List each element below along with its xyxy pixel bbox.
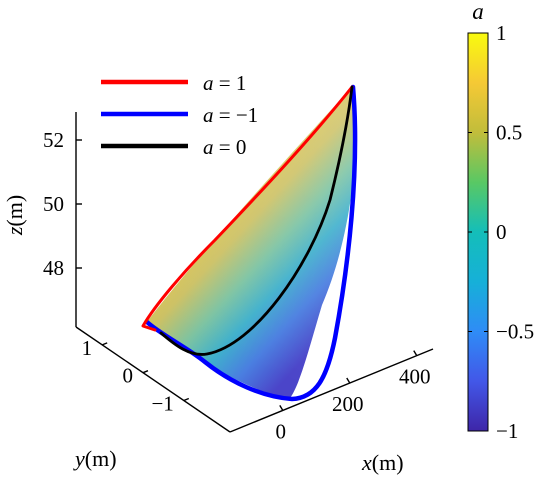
x-tick [279,405,284,411]
curves [141,84,358,402]
y-tick-label: −1 [151,392,173,416]
surface [147,87,356,398]
series-line-a-pos1 [141,85,354,332]
x-tick-label: 400 [399,365,431,389]
colorbar-tick-label: −0.5 [496,320,534,344]
legend-label-a-0: a = 0 [203,135,246,159]
axis-ticks: 52 50 48 1 0 −1 0 200 400 [43,128,431,443]
x-tick-label: 0 [276,419,287,443]
legend-label-a-neg1: a = −1 [203,103,258,127]
colorbar-tick-label: −1 [496,419,518,443]
y-axis-line [75,326,231,433]
x-tick [346,377,351,384]
y-tick-label: 1 [82,336,93,360]
y-tick [183,397,190,402]
legend-label-a-pos1: a = 1 [203,71,246,95]
x-axis-label: x(m) [361,450,404,475]
colorbar-tick-label: 1 [496,21,507,45]
z-tick-label: 52 [43,128,64,152]
axes-3d [75,112,434,433]
y-tick [101,342,108,346]
x-tick [413,350,418,357]
surface-shading [147,87,356,398]
x-axis-line [229,348,434,433]
colorbar-ticks: 1 0.5 0 −0.5 −1 [468,21,534,443]
series-line-a-0 [159,85,354,356]
series-line-a-neg1 [144,84,358,402]
y-axis-label: y(m) [73,446,117,471]
z-axis-label: z(m) [2,195,27,236]
z-tick-label: 50 [43,192,64,216]
x-tick-label: 200 [332,392,364,416]
legend: a = 1 a = −1 a = 0 [101,71,258,159]
colorbar-title: a [472,0,484,24]
colorbar: a 1 0.5 0 −0.5 −1 [467,0,534,443]
colorbar-tick-label: 0.5 [496,121,522,145]
colorbar-tick-label: 0 [496,220,507,244]
z-tick-label: 48 [43,256,64,280]
y-tick [142,370,149,374]
y-tick-label: 0 [122,364,133,388]
